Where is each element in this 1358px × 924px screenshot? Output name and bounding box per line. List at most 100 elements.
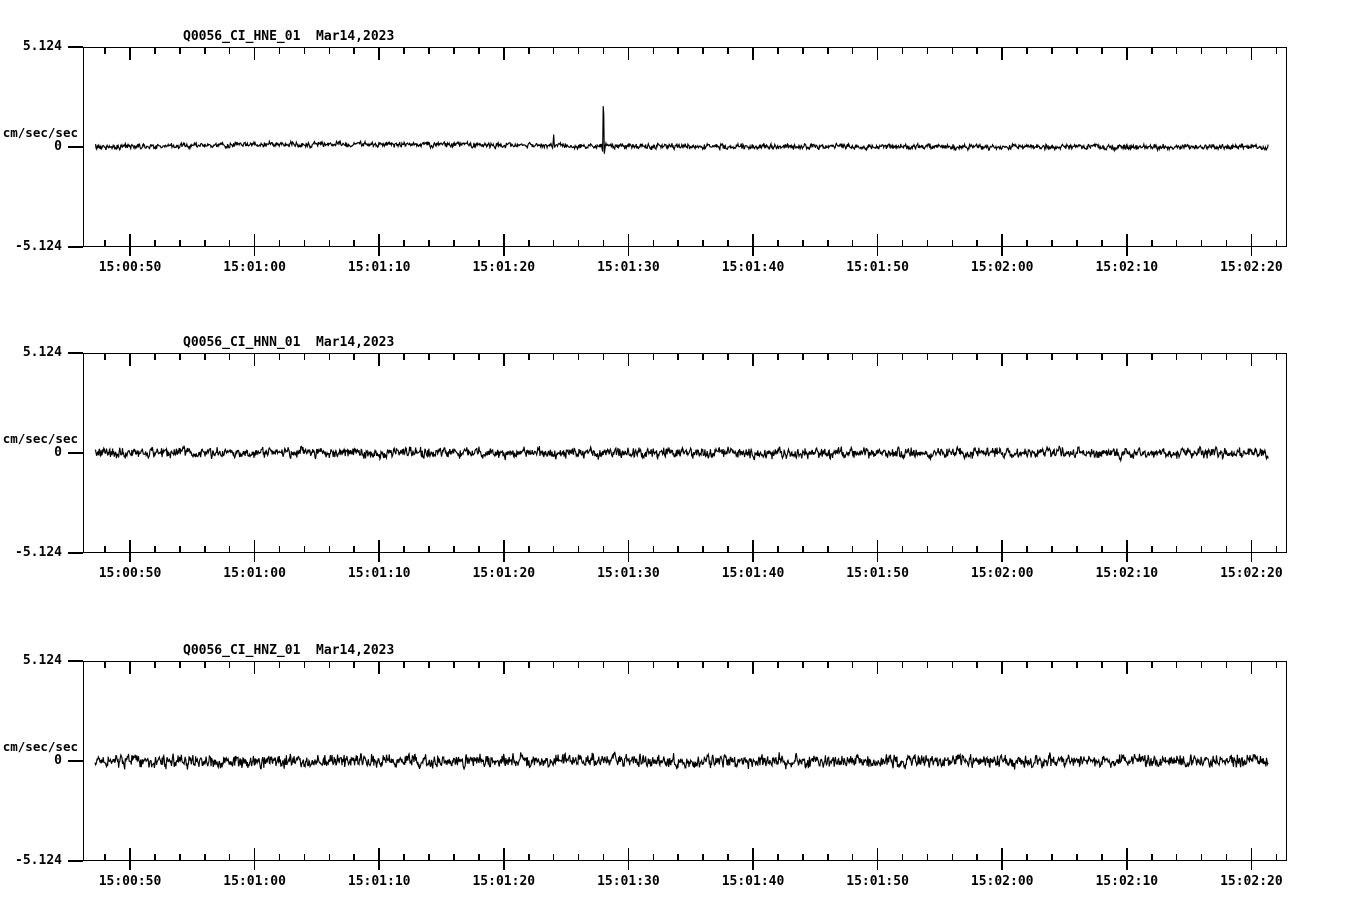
x-tick-hnz-bottom [253, 848, 256, 861]
x-tick-hnn-bottom [851, 546, 854, 553]
x-tick-major-out-hne [752, 247, 754, 256]
x-tick-hnn-top [677, 353, 680, 360]
x-tick-hne-bottom [228, 240, 231, 247]
x-tick-hnn-top [104, 353, 106, 360]
x-tick-hnz-top [1275, 661, 1278, 668]
y-tick-hne-0 [67, 46, 83, 48]
x-tick-hnz-top [1026, 661, 1028, 668]
x-tick-label-hnz-5: 15:01:40 [721, 874, 785, 889]
x-tick-hnz-bottom [1026, 854, 1028, 861]
x-tick-hnn-top [926, 353, 929, 360]
x-tick-label-hne-6: 15:01:50 [846, 260, 909, 275]
x-tick-label-hnn-9: 15:02:20 [1220, 566, 1283, 581]
x-tick-hnz-bottom [378, 848, 380, 861]
x-tick-hnn-top [328, 353, 331, 360]
x-tick-hnn-top [1225, 353, 1228, 360]
x-tick-hnn-bottom [1126, 540, 1128, 553]
x-tick-hne-bottom [802, 240, 804, 247]
x-tick-hnz-top [926, 661, 929, 668]
x-tick-hne-bottom [1250, 234, 1253, 247]
x-tick-hne-top [303, 47, 306, 54]
x-tick-hnz-bottom [1200, 854, 1203, 861]
x-tick-label-hnz-6: 15:01:50 [846, 874, 909, 889]
x-tick-label-hnz-2: 15:01:10 [347, 874, 411, 889]
x-tick-hnz-top [752, 661, 754, 674]
x-tick-hnz-bottom [104, 854, 106, 861]
y-axis-unit-label-hne: cm/sec/sec [2, 125, 78, 140]
x-tick-label-hnz-4: 15:01:30 [597, 874, 660, 889]
x-tick-hnn-bottom [253, 540, 256, 553]
x-tick-hne-top [677, 47, 680, 54]
x-tick-hne-top [129, 47, 131, 60]
x-tick-major-out-hne [253, 247, 256, 256]
x-tick-hnn-top [453, 353, 455, 360]
x-tick-hne-bottom [826, 240, 829, 247]
x-tick-hne-top [777, 47, 779, 54]
x-tick-hnz-top [203, 661, 206, 668]
x-tick-hnz-top [403, 661, 405, 668]
x-tick-hne-top [328, 47, 331, 54]
y-tick-hnn-0 [67, 352, 83, 354]
x-tick-hnz-top [428, 661, 430, 668]
x-tick-hne-top [752, 47, 754, 60]
x-tick-label-hnz-8: 15:02:10 [1095, 874, 1159, 889]
x-tick-hnn-top [1150, 353, 1153, 360]
x-tick-hnz-bottom [1175, 854, 1178, 861]
x-tick-hnn-top [1200, 353, 1203, 360]
x-tick-hne-bottom [1275, 240, 1278, 247]
x-tick-hnn-bottom [278, 546, 281, 553]
y-axis-unit-label-hnz: cm/sec/sec [2, 739, 78, 754]
x-tick-hnn-top [203, 353, 206, 360]
x-tick-hnz-bottom [303, 854, 306, 861]
x-tick-hnz-bottom [203, 854, 206, 861]
x-tick-hne-bottom [901, 240, 904, 247]
x-tick-hnz-bottom [802, 854, 804, 861]
x-tick-hnn-bottom [752, 540, 754, 553]
x-tick-hnn-bottom [378, 540, 380, 553]
x-tick-hnn-bottom [203, 546, 206, 553]
x-tick-hne-top [1175, 47, 1178, 54]
x-tick-hnn-top [303, 353, 306, 360]
panel-title-hne: Q0056_CI_HNE_01 Mar14,2023 [183, 29, 395, 44]
x-tick-hnn-bottom [677, 546, 680, 553]
x-tick-hnn-top [552, 353, 555, 360]
x-tick-hne-top [503, 47, 505, 60]
x-tick-hnn-bottom [179, 546, 181, 553]
x-tick-hnz-top [303, 661, 306, 668]
x-tick-hnn-top [951, 353, 954, 360]
x-tick-hnz-bottom [602, 854, 605, 861]
x-tick-hnz-top [777, 661, 779, 668]
x-tick-hnz-top [478, 661, 480, 668]
x-tick-hnz-top [179, 661, 181, 668]
x-tick-hnz-bottom [1126, 848, 1128, 861]
x-tick-major-out-hne [503, 247, 505, 256]
x-tick-hnn-top [602, 353, 605, 360]
x-tick-hnz-top [1126, 661, 1128, 674]
x-tick-hne-top [1101, 47, 1103, 54]
x-tick-hnn-bottom [428, 546, 430, 553]
x-tick-hnn-top [378, 353, 380, 366]
x-tick-hne-bottom [552, 240, 555, 247]
x-tick-major-out-hnn [627, 553, 630, 562]
x-tick-major-out-hnn [1250, 553, 1253, 562]
x-tick-hnz-top [378, 661, 380, 674]
x-tick-hne-top [428, 47, 430, 54]
x-tick-hnn-top [1126, 353, 1128, 366]
x-tick-hne-top [253, 47, 256, 60]
x-tick-hne-top [702, 47, 704, 54]
x-tick-hnz-top [1001, 661, 1003, 674]
x-tick-hnz-bottom [702, 854, 704, 861]
x-tick-label-hnz-9: 15:02:20 [1220, 874, 1283, 889]
x-tick-hnn-top [278, 353, 281, 360]
x-tick-hne-bottom [104, 240, 106, 247]
x-tick-hnz-bottom [129, 848, 131, 861]
x-tick-hnn-bottom [552, 546, 555, 553]
x-tick-hnn-top [1001, 353, 1003, 366]
x-tick-hnz-top [228, 661, 231, 668]
x-tick-hnn-bottom [403, 546, 405, 553]
x-tick-major-out-hnz [876, 861, 879, 870]
x-tick-label-hne-2: 15:01:10 [347, 260, 411, 275]
x-tick-hnz-bottom [577, 854, 580, 861]
x-tick-hnn-top [228, 353, 231, 360]
x-tick-hne-bottom [278, 240, 281, 247]
